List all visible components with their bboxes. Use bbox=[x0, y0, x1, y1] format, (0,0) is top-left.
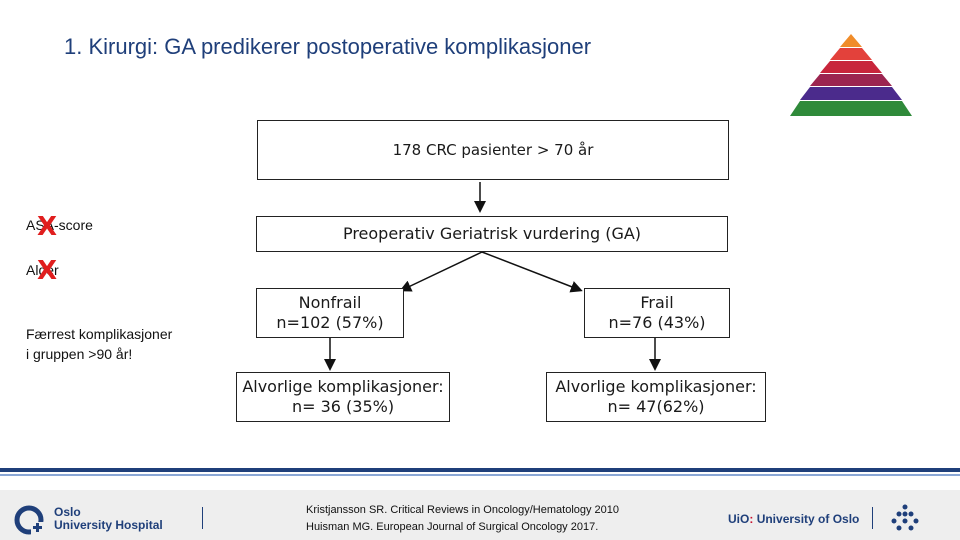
uio-prefix: UiO bbox=[728, 512, 750, 526]
frail-outcome-label: Alvorlige komplikasjoner: bbox=[555, 377, 757, 396]
nonfrail-outcome-box: Alvorlige komplikasjoner: n= 36 (35%) bbox=[236, 372, 450, 422]
ga-box: Preoperativ Geriatrisk vurdering (GA) bbox=[256, 216, 728, 252]
nonfrail-box: Nonfrail n=102 (57%) bbox=[256, 288, 404, 338]
evidence-pyramid-image bbox=[786, 30, 916, 120]
footer-separator bbox=[872, 507, 873, 529]
oslo-university-hospital-logo-icon bbox=[14, 505, 44, 535]
x-mark-icon: X bbox=[37, 212, 58, 242]
frail-box: Frail n=76 (43%) bbox=[584, 288, 730, 338]
nonfrail-label: Nonfrail bbox=[298, 293, 362, 312]
patients-label: 178 CRC pasienter > 70 år bbox=[392, 140, 594, 159]
patients-box: 178 CRC pasienter > 70 år bbox=[257, 120, 729, 180]
note-line1: Færrest komplikasjoner bbox=[26, 326, 173, 342]
uio-dots-icon bbox=[891, 504, 919, 531]
reference-2: Huisman MG. European Journal of Surgical… bbox=[306, 520, 599, 533]
alder-label: Alder bbox=[26, 262, 59, 278]
nonfrail-outcome-value: n= 36 (35%) bbox=[291, 397, 395, 416]
page-title: 1. Kirurgi: GA predikerer postoperative … bbox=[64, 34, 592, 59]
uio-logo: UiO: University of Oslo bbox=[728, 512, 859, 526]
frail-label: Frail bbox=[640, 293, 674, 312]
hospital-name-line1: Oslo bbox=[54, 505, 81, 519]
hospital-name-line2: University Hospital bbox=[54, 518, 163, 533]
nonfrail-outcome-label: Alvorlige komplikasjoner: bbox=[242, 377, 444, 396]
asa-score-label: ASA-score bbox=[26, 217, 93, 233]
ga-label: Preoperativ Geriatrisk vurdering (GA) bbox=[342, 224, 642, 243]
note-line2: i gruppen >90 år! bbox=[26, 346, 133, 362]
uio-dot: : bbox=[749, 512, 754, 526]
footer-divider-accent bbox=[0, 474, 960, 476]
frail-count: n=76 (43%) bbox=[608, 313, 706, 332]
hospital-name: Oslo University Hospital bbox=[54, 505, 163, 533]
footer-bar bbox=[0, 490, 960, 540]
frail-outcome-box: Alvorlige komplikasjoner: n= 47(62%) bbox=[546, 372, 766, 422]
uio-name: University of Oslo bbox=[756, 512, 860, 526]
reference-1: Kristjansson SR. Critical Reviews in Onc… bbox=[306, 504, 620, 516]
footer-divider bbox=[0, 468, 960, 472]
frail-outcome-value: n= 47(62%) bbox=[607, 397, 705, 416]
footer-separator bbox=[202, 507, 203, 529]
nonfrail-count: n=102 (57%) bbox=[276, 313, 384, 332]
x-mark-icon: X bbox=[37, 256, 58, 286]
references: Kristjansson SR. Critical Reviews in Onc… bbox=[306, 502, 619, 535]
